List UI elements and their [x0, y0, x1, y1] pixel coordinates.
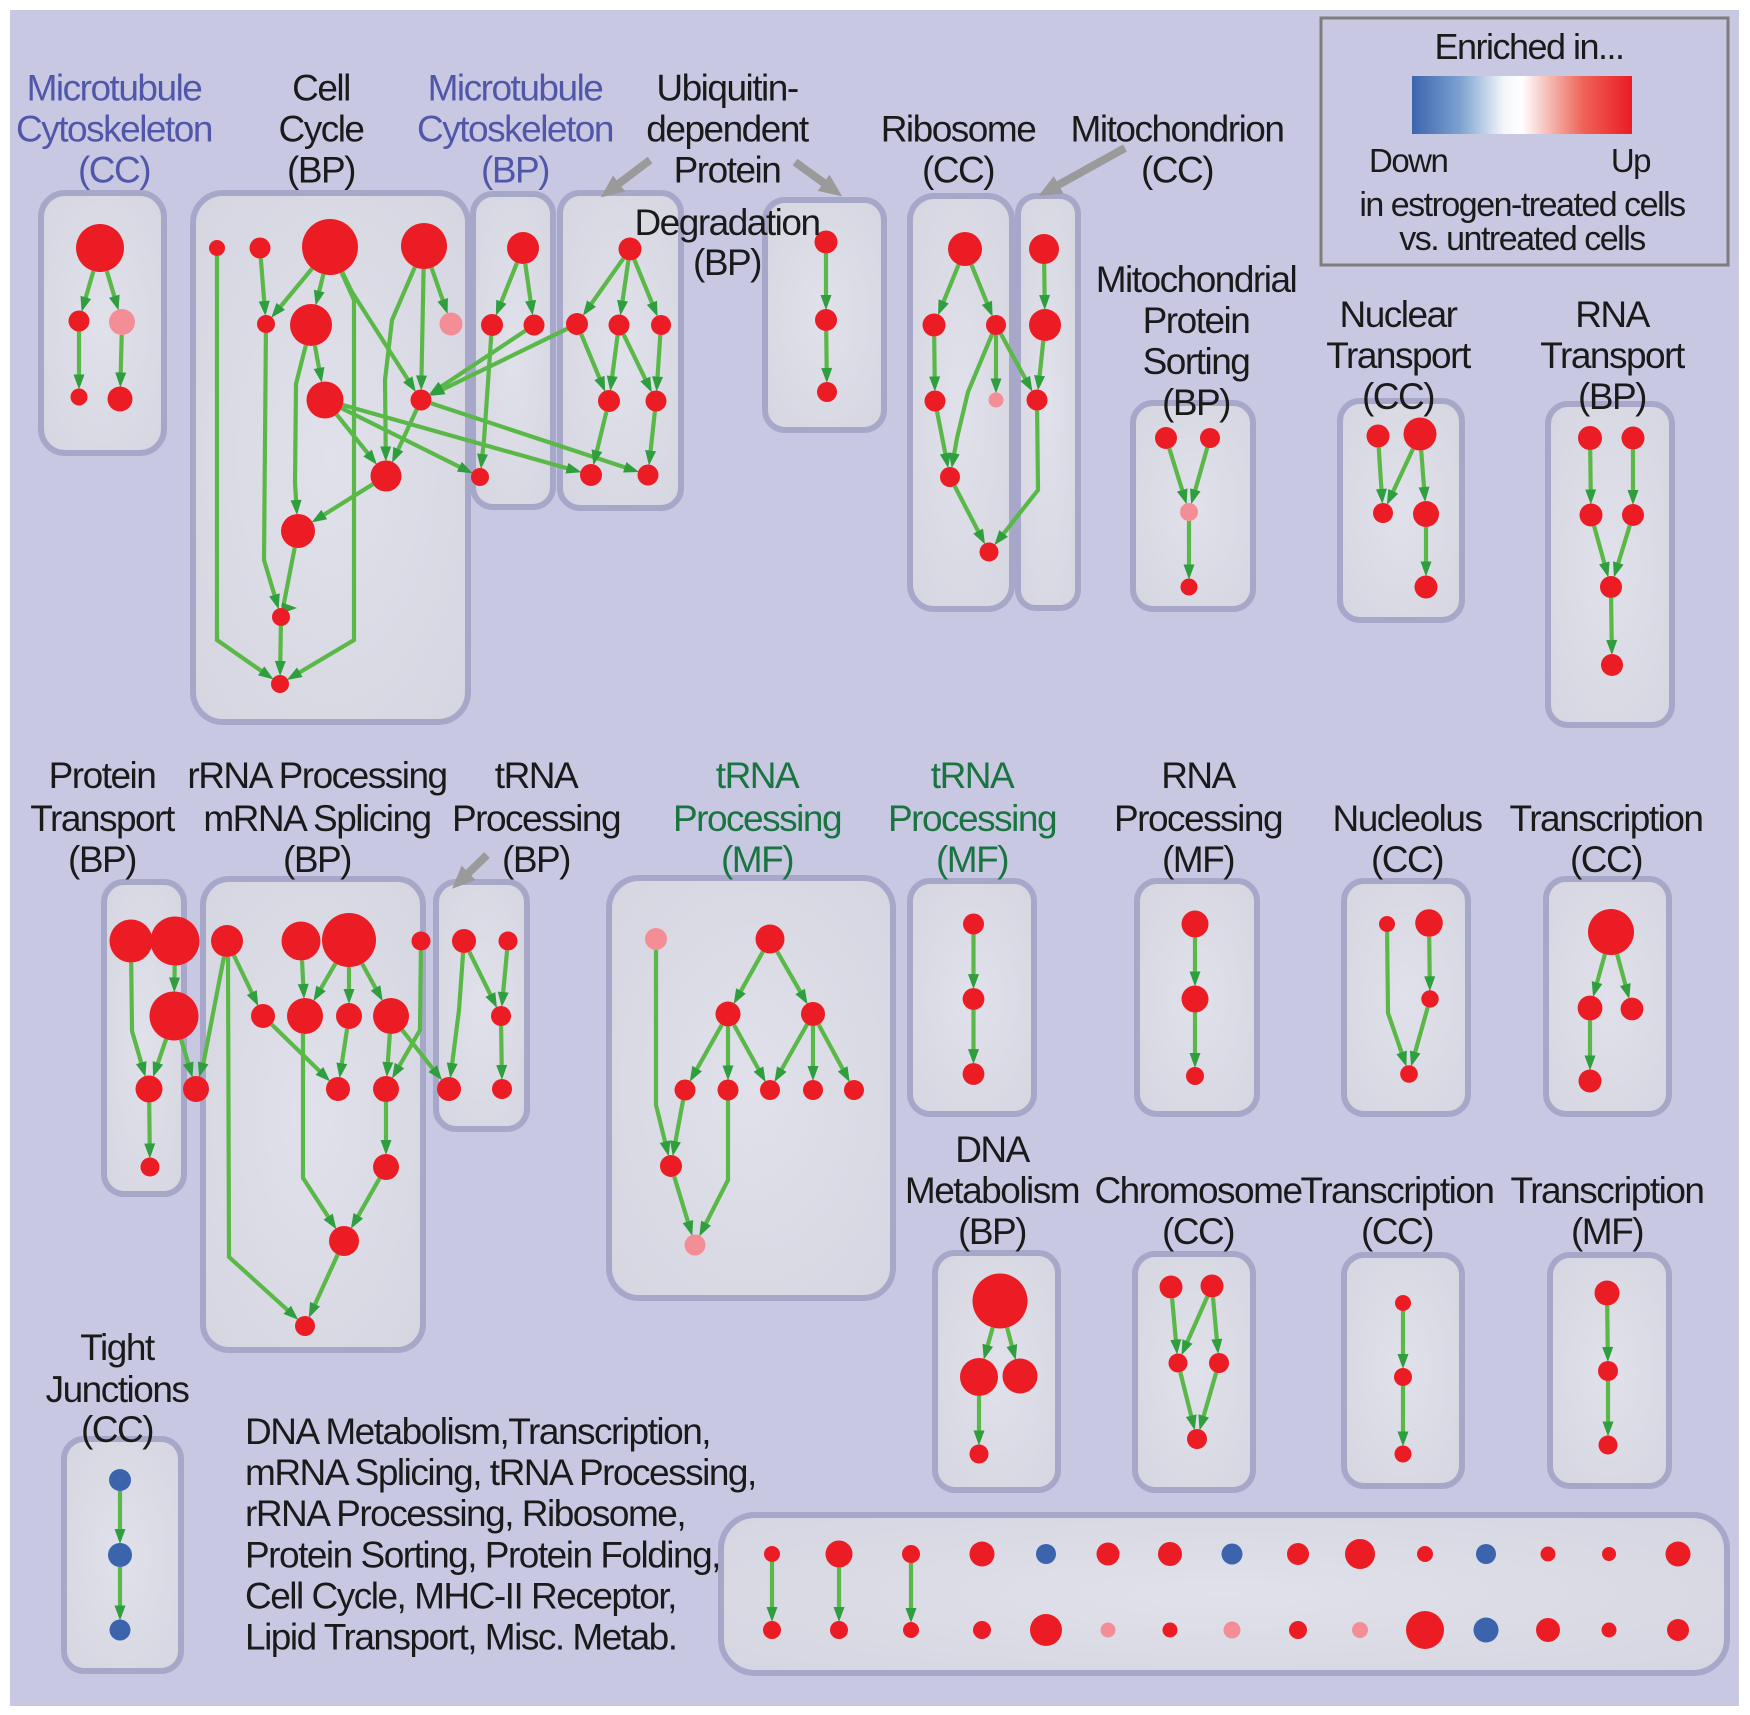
svg-text:Sorting: Sorting	[1143, 341, 1250, 382]
svg-text:rRNA Processing: rRNA Processing	[187, 755, 446, 796]
svg-text:tRNA: tRNA	[931, 755, 1015, 796]
svg-text:Processing: Processing	[888, 798, 1056, 839]
svg-text:Mitochondrion: Mitochondrion	[1071, 109, 1284, 150]
svg-text:Microtubule: Microtubule	[428, 68, 603, 109]
svg-text:Cytoskeleton: Cytoskeleton	[417, 109, 613, 150]
svg-text:mRNA Splicing: mRNA Splicing	[203, 798, 430, 839]
svg-text:tRNA: tRNA	[495, 755, 579, 796]
svg-text:Cytoskeleton: Cytoskeleton	[16, 109, 212, 150]
svg-text:Enriched in...: Enriched in...	[1434, 26, 1623, 67]
svg-text:Ubiquitin-: Ubiquitin-	[656, 68, 797, 109]
svg-text:(MF): (MF)	[1571, 1211, 1643, 1252]
svg-text:Metabolism: Metabolism	[905, 1170, 1079, 1211]
svg-text:Junctions: Junctions	[46, 1369, 190, 1410]
svg-text:Transport: Transport	[1540, 335, 1686, 376]
svg-text:(MF): (MF)	[1162, 839, 1234, 880]
svg-text:(CC): (CC)	[81, 1409, 153, 1450]
svg-text:tRNA: tRNA	[716, 755, 800, 796]
svg-text:Down: Down	[1369, 142, 1448, 179]
svg-text:(CC): (CC)	[1570, 839, 1642, 880]
svg-text:Protein: Protein	[49, 755, 156, 796]
svg-text:Transcription: Transcription	[1510, 798, 1703, 839]
svg-text:(BP): (BP)	[1162, 382, 1230, 423]
svg-text:Degradation: Degradation	[634, 202, 819, 243]
svg-text:Cycle: Cycle	[278, 109, 363, 150]
svg-text:dependent: dependent	[646, 109, 810, 150]
svg-text:RNA: RNA	[1575, 294, 1650, 335]
svg-text:Lipid Transport, Misc. Metab.: Lipid Transport, Misc. Metab.	[245, 1617, 677, 1658]
svg-text:Cell Cycle, MHC-II Receptor,: Cell Cycle, MHC-II Receptor,	[245, 1575, 676, 1616]
svg-text:(MF): (MF)	[721, 839, 793, 880]
svg-text:Up: Up	[1611, 142, 1650, 179]
svg-text:Processing: Processing	[1114, 798, 1282, 839]
svg-text:rRNA Processing, Ribosome,: rRNA Processing, Ribosome,	[245, 1493, 685, 1534]
svg-text:Processing: Processing	[452, 798, 620, 839]
svg-text:(CC): (CC)	[1361, 1211, 1433, 1252]
svg-text:Transcription: Transcription	[1301, 1170, 1494, 1211]
svg-text:(CC): (CC)	[1141, 150, 1213, 191]
svg-text:Nucleolus: Nucleolus	[1333, 798, 1483, 839]
svg-text:Microtubule: Microtubule	[27, 68, 202, 109]
svg-text:Transport: Transport	[1326, 335, 1472, 376]
svg-text:in estrogen-treated cells: in estrogen-treated cells	[1359, 186, 1685, 224]
svg-text:(CC): (CC)	[1162, 1211, 1234, 1252]
svg-text:Chromosome: Chromosome	[1094, 1170, 1301, 1211]
svg-text:(MF): (MF)	[936, 839, 1008, 880]
svg-text:Transport: Transport	[30, 798, 176, 839]
svg-text:(CC): (CC)	[922, 150, 994, 191]
svg-text:Protein: Protein	[674, 150, 781, 191]
svg-text:RNA: RNA	[1161, 755, 1236, 796]
svg-text:(BP): (BP)	[287, 150, 355, 191]
svg-text:DNA: DNA	[955, 1129, 1030, 1170]
svg-text:Ribosome: Ribosome	[881, 109, 1036, 150]
svg-text:(BP): (BP)	[958, 1211, 1026, 1252]
svg-text:(CC): (CC)	[1362, 376, 1434, 417]
svg-text:mRNA Splicing, tRNA Processing: mRNA Splicing, tRNA Processing,	[245, 1452, 756, 1493]
svg-text:vs. untreated cells: vs. untreated cells	[1399, 220, 1645, 258]
svg-text:Protein: Protein	[1143, 300, 1250, 341]
svg-text:(BP): (BP)	[68, 839, 136, 880]
svg-text:Transcription: Transcription	[1511, 1170, 1704, 1211]
svg-text:Processing: Processing	[673, 798, 841, 839]
svg-text:Mitochondrial: Mitochondrial	[1096, 259, 1297, 300]
svg-text:Tight: Tight	[80, 1327, 156, 1368]
svg-text:(BP): (BP)	[1578, 376, 1646, 417]
svg-text:(BP): (BP)	[502, 839, 570, 880]
svg-text:Nuclear: Nuclear	[1340, 294, 1458, 335]
svg-text:Cell: Cell	[292, 68, 350, 109]
svg-text:(BP): (BP)	[283, 839, 351, 880]
svg-text:Protein Sorting, Protein Foldi: Protein Sorting, Protein Folding,	[245, 1534, 720, 1575]
svg-text:DNA Metabolism,Transcription,: DNA Metabolism,Transcription,	[245, 1411, 710, 1452]
svg-text:(CC): (CC)	[1371, 839, 1443, 880]
svg-text:(BP): (BP)	[693, 242, 761, 283]
svg-text:(CC): (CC)	[78, 150, 150, 191]
svg-text:(BP): (BP)	[481, 150, 549, 191]
